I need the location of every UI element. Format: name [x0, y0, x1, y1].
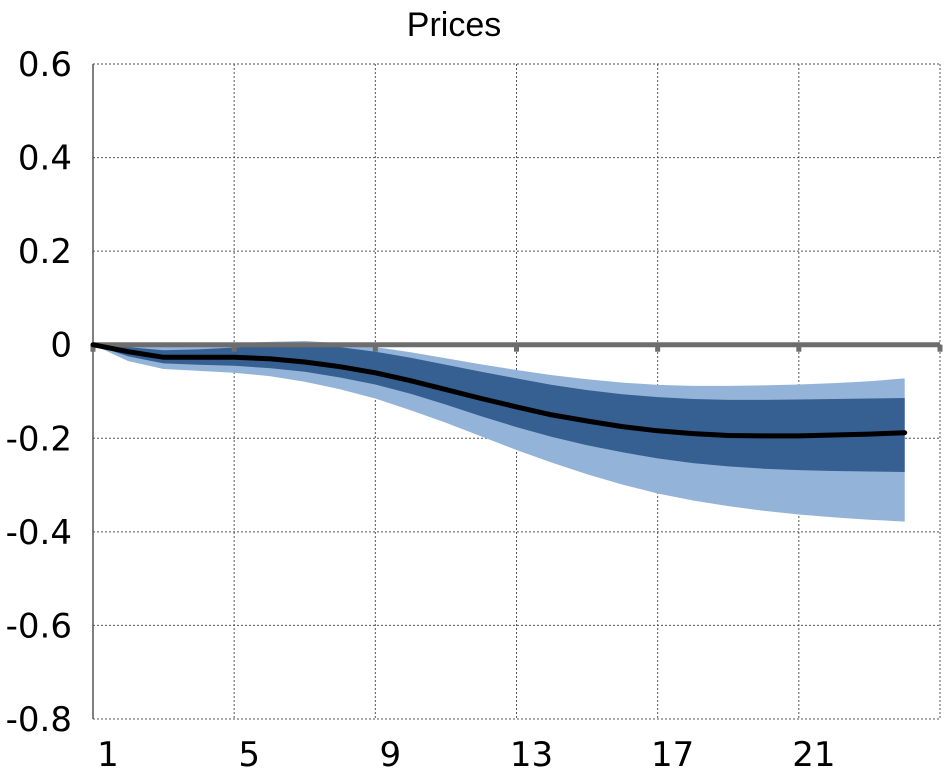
y-tick-label: 0.2	[18, 232, 72, 272]
y-tick-label: 0	[50, 326, 72, 366]
x-axis-ticks: 1 5 9 13 17 21	[97, 735, 835, 775]
y-tick-label: -0.6	[6, 606, 72, 646]
outer-confidence-band	[93, 341, 905, 522]
x-tick-label: 9	[380, 735, 402, 775]
chart-title: Prices	[407, 6, 501, 44]
x-tick-label: 1	[97, 735, 119, 775]
x-tick-label: 17	[651, 735, 694, 775]
y-tick-label: 0.4	[18, 139, 72, 179]
outer-band-layer	[93, 341, 905, 522]
x-tick-label: 5	[238, 735, 260, 775]
median-layer	[90, 342, 908, 439]
median-response-line	[90, 342, 908, 439]
x-tick-label: 21	[792, 735, 835, 775]
y-tick-label: -0.2	[6, 419, 72, 459]
inner-band-layer	[93, 344, 905, 472]
inner-confidence-band	[93, 344, 905, 472]
y-axis-ticks: 0.6 0.4 0.2 0 -0.2 -0.4 -0.6 -0.8	[6, 45, 72, 740]
y-tick-label: -0.8	[6, 700, 72, 740]
y-tick-label: -0.4	[6, 513, 72, 553]
y-tick-label: 0.6	[18, 45, 72, 85]
x-tick-label: 13	[510, 735, 553, 775]
